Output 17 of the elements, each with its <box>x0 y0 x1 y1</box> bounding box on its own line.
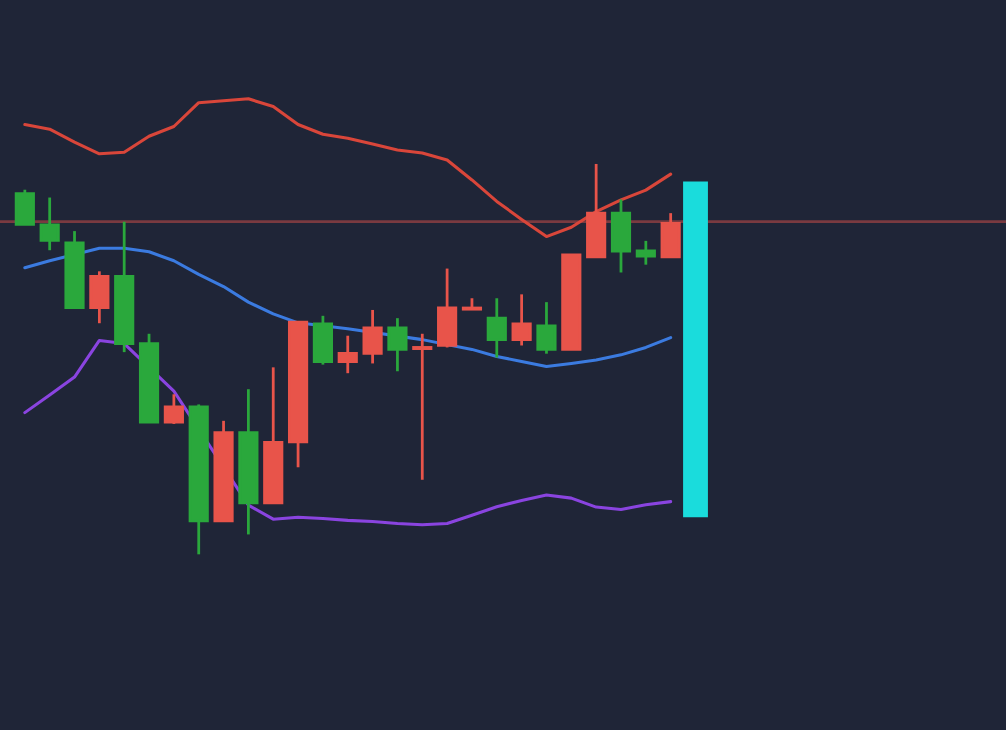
candlestick <box>163 392 184 426</box>
candlestick <box>337 334 358 375</box>
candlestick <box>660 211 681 259</box>
candlestick <box>362 308 383 365</box>
candlestick <box>610 198 632 274</box>
candlestick <box>511 292 532 347</box>
candlestick <box>486 296 507 359</box>
candlestick <box>14 188 35 226</box>
candlestick <box>536 300 557 356</box>
candlestick <box>387 316 408 373</box>
candlestick <box>39 196 60 252</box>
candlestick <box>635 239 656 267</box>
candlestick <box>586 162 607 259</box>
candlestick <box>312 314 333 366</box>
candlestick <box>89 269 110 325</box>
candlestick <box>437 267 458 349</box>
candlestick <box>412 332 433 482</box>
